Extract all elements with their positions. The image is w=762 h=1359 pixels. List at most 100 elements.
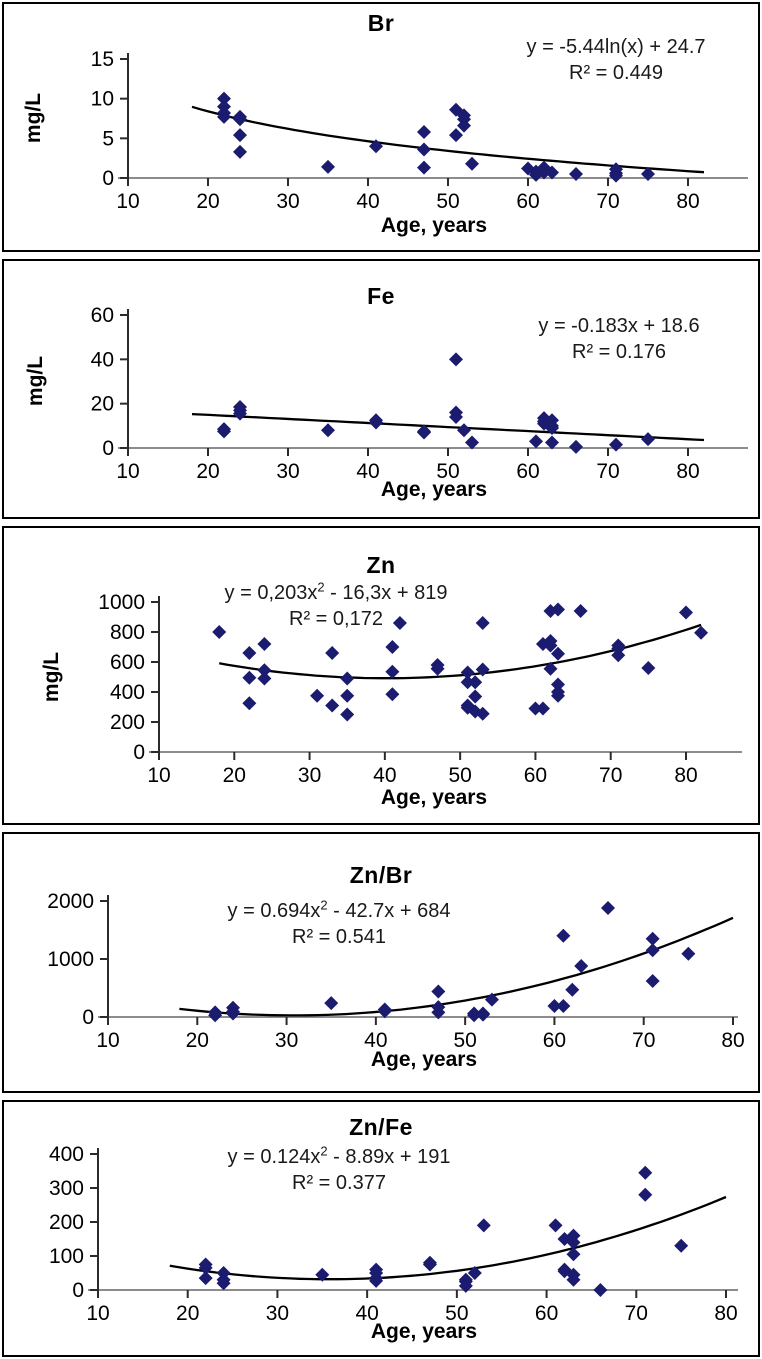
svg-text:2000: 2000: [47, 890, 94, 913]
svg-text:400: 400: [49, 1143, 84, 1166]
trendline-equation: y = -5.44ln(x) + 24.7 R² = 0.449: [527, 34, 706, 86]
x-axis-label: Age, years: [380, 478, 488, 501]
svg-text:60: 60: [543, 1029, 566, 1052]
chart-panel-zn-fe: 0 100 200 300 400 10 20 30 40 50 60 70 80 Zn/Fe y = …: [2, 1100, 760, 1357]
svg-text:400: 400: [110, 681, 145, 704]
chart-title: Fe: [367, 283, 395, 309]
svg-text:40: 40: [373, 764, 396, 787]
svg-text:10: 10: [91, 88, 114, 111]
svg-text:0: 0: [133, 741, 145, 764]
chart-panel-zn-br: 0 1000 2000 10 20 30 40 50 60 70 80 Zn/Br y = 0.69…: [2, 832, 760, 1093]
svg-text:70: 70: [599, 764, 622, 787]
svg-text:1000: 1000: [98, 591, 145, 614]
svg-text:10: 10: [86, 1302, 109, 1325]
svg-text:50: 50: [448, 764, 471, 787]
svg-text:0: 0: [82, 1006, 94, 1029]
equation-line: y = -5.44ln(x) + 24.7: [526, 36, 706, 58]
chart-panel-fe: 0 20 40 60 10 20 30 40 50 60 70 80 Fe y = -0.183x +…: [2, 259, 760, 519]
equation-line: y = 0,203x2 - 16,3x + 819: [224, 579, 448, 604]
svg-text:80: 80: [676, 190, 699, 213]
svg-text:70: 70: [632, 1029, 655, 1052]
scatter-plot-zn-br: 0 1000 2000 10 20 30 40 50 60 70 80: [47, 890, 744, 1052]
svg-text:10: 10: [147, 764, 170, 787]
scatter-plot-zn-fe: 0 100 200 300 400 10 20 30 40 50 60 70 80: [49, 1143, 738, 1325]
svg-text:20: 20: [196, 190, 219, 213]
svg-text:40: 40: [355, 1302, 378, 1325]
svg-text:0: 0: [72, 1279, 84, 1302]
r-squared-label: R² = 0.449: [569, 62, 663, 84]
svg-text:80: 80: [674, 764, 697, 787]
x-axis-label: Age, years: [370, 1320, 478, 1343]
trendline-equation: y = -0.183x + 18.6 R² = 0.176: [538, 313, 699, 365]
svg-text:40: 40: [364, 1029, 387, 1052]
svg-text:20: 20: [196, 460, 219, 483]
svg-text:60: 60: [516, 190, 539, 213]
trendline-equation: y = 0.694x2 - 42.7x + 684 R² = 0.541: [228, 898, 451, 950]
svg-text:300: 300: [49, 1177, 84, 1200]
svg-text:50: 50: [436, 460, 459, 483]
chart-panel-zn: 0 200 400 600 800 1000 10 20 30 40 50 60 70 80 Zn y =…: [2, 526, 760, 825]
svg-text:30: 30: [266, 1302, 289, 1325]
svg-text:30: 30: [298, 764, 321, 787]
chart-title: Zn/Fe: [349, 1114, 413, 1140]
chart-title: Zn: [366, 552, 396, 578]
svg-text:50: 50: [453, 1029, 476, 1052]
scatter-plot-zn: 0 200 400 600 800 1000 10 20 30 40 50 60 70 80: [98, 591, 742, 787]
svg-text:0: 0: [102, 167, 114, 190]
svg-text:1000: 1000: [47, 948, 94, 971]
svg-text:20: 20: [223, 764, 246, 787]
svg-text:60: 60: [535, 1302, 558, 1325]
svg-text:30: 30: [276, 460, 299, 483]
scatter-plot-br: 0 5 10 15 10 20 30 40 50 60 70 80: [91, 48, 748, 213]
svg-text:15: 15: [91, 48, 114, 71]
svg-text:10: 10: [116, 460, 139, 483]
svg-text:50: 50: [436, 190, 459, 213]
r-squared-label: R² = 0.541: [292, 926, 386, 948]
svg-text:800: 800: [110, 621, 145, 644]
y-axis-label: mg/L: [22, 92, 45, 144]
svg-text:20: 20: [91, 393, 114, 416]
equation-line: y = -0.183x + 18.6: [538, 315, 700, 337]
trendline-equation: y = 0,203x2 - 16,3x + 819 R² = 0,172: [225, 580, 448, 632]
equation-line: y = 0.694x2 - 42.7x + 684: [227, 897, 451, 922]
svg-text:10: 10: [116, 190, 139, 213]
scatter-plot-fe: 0 20 40 60 10 20 30 40 50 60 70 80: [91, 304, 748, 483]
svg-text:70: 70: [596, 190, 619, 213]
svg-text:20: 20: [176, 1302, 199, 1325]
svg-text:20: 20: [186, 1029, 209, 1052]
chart-panel-br: 0 5 10 15 10 20 30 40 50 60 70 80 Br y = -5.44ln(x)…: [2, 2, 760, 252]
svg-text:40: 40: [91, 348, 114, 371]
x-axis-label: Age, years: [380, 214, 488, 237]
r-squared-label: R² = 0.176: [572, 341, 666, 363]
trendline-equation: y = 0.124x2 - 8.89x + 191 R² = 0.377: [228, 1144, 451, 1196]
svg-text:30: 30: [276, 190, 299, 213]
svg-text:40: 40: [356, 460, 379, 483]
svg-text:5: 5: [102, 127, 114, 150]
svg-text:10: 10: [96, 1029, 119, 1052]
svg-text:200: 200: [49, 1211, 84, 1234]
svg-text:0: 0: [102, 437, 114, 460]
svg-text:80: 80: [714, 1302, 737, 1325]
svg-text:80: 80: [721, 1029, 744, 1052]
r-squared-label: R² = 0.377: [292, 1172, 386, 1194]
svg-text:70: 70: [625, 1302, 648, 1325]
svg-text:60: 60: [516, 460, 539, 483]
svg-text:80: 80: [676, 460, 699, 483]
x-axis-label: Age, years: [380, 786, 488, 809]
chart-title: Br: [367, 10, 395, 36]
chart-title: Zn/Br: [349, 862, 413, 888]
svg-text:40: 40: [356, 190, 379, 213]
svg-text:50: 50: [445, 1302, 468, 1325]
svg-text:60: 60: [91, 304, 114, 327]
svg-text:60: 60: [524, 764, 547, 787]
equation-line: y = 0.124x2 - 8.89x + 191: [227, 1143, 451, 1168]
svg-text:70: 70: [596, 460, 619, 483]
svg-text:30: 30: [275, 1029, 298, 1052]
x-axis-label: Age, years: [370, 1048, 478, 1071]
y-axis-label: mg/L: [40, 651, 63, 703]
svg-text:600: 600: [110, 651, 145, 674]
svg-text:200: 200: [110, 711, 145, 734]
y-axis-label: mg/L: [24, 355, 47, 407]
r-squared-label: R² = 0,172: [289, 608, 383, 630]
svg-text:100: 100: [49, 1245, 84, 1268]
